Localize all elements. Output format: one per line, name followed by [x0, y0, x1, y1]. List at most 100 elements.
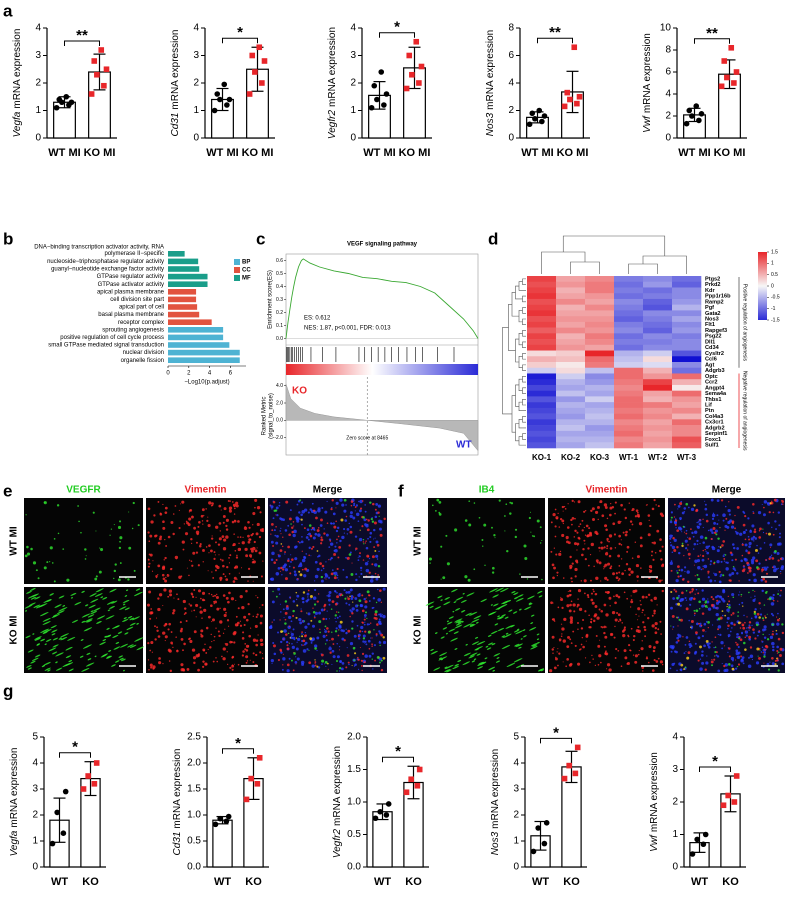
significance-label: * — [235, 735, 241, 752]
data-point — [56, 96, 63, 103]
stain — [327, 668, 329, 670]
heatmap-cell — [672, 413, 702, 420]
stain — [702, 526, 704, 529]
stain — [57, 532, 60, 535]
stain — [771, 566, 774, 569]
stain — [333, 552, 337, 556]
stain — [304, 625, 308, 629]
stain — [378, 589, 382, 593]
stain — [164, 506, 168, 510]
stain — [463, 652, 471, 657]
micrograph — [146, 498, 265, 584]
stain — [634, 660, 638, 664]
y-tick-label: 8 — [508, 23, 514, 34]
stain — [176, 649, 179, 652]
stain — [515, 664, 525, 669]
heatmap-cell — [672, 339, 702, 346]
stain — [225, 524, 228, 528]
stain — [375, 540, 379, 544]
stain — [319, 562, 322, 566]
heatmap-cell — [672, 281, 702, 288]
stain — [289, 597, 291, 599]
stain — [329, 646, 331, 648]
stain — [705, 550, 707, 553]
stain — [191, 595, 195, 598]
y-tick-label: 2 — [32, 810, 38, 821]
stain — [27, 649, 34, 653]
stain — [609, 605, 611, 607]
data-point — [733, 69, 740, 75]
stain — [659, 660, 664, 664]
stain — [60, 633, 69, 638]
stain — [741, 569, 745, 573]
stain — [559, 517, 563, 521]
stain — [571, 499, 574, 502]
stain — [721, 663, 723, 665]
stain — [353, 502, 356, 505]
heatmap-cell — [527, 333, 557, 340]
stain — [163, 588, 167, 592]
stain — [775, 616, 778, 618]
stain — [618, 534, 621, 538]
heatmap-cell — [556, 390, 586, 397]
stain — [604, 524, 608, 528]
stain — [345, 591, 348, 594]
stain — [89, 593, 97, 597]
stain — [554, 525, 557, 528]
y-tick-label: 1 — [672, 829, 678, 840]
heatmap-cell — [614, 419, 644, 426]
stain — [215, 593, 218, 596]
stain — [34, 636, 42, 640]
colorbar-label: 0 — [771, 283, 774, 289]
stain — [583, 579, 587, 583]
stain — [180, 503, 182, 505]
stain — [569, 564, 573, 569]
data-point — [725, 792, 731, 799]
heatmap-cell — [585, 287, 615, 294]
ranked-metric-area — [285, 383, 479, 452]
heatmap-cell — [614, 310, 644, 317]
stain — [39, 611, 49, 617]
stain — [704, 500, 706, 502]
stain — [316, 665, 319, 668]
stain — [364, 600, 368, 604]
stain — [328, 559, 330, 561]
heatmap-cell — [556, 442, 586, 449]
stain — [273, 529, 276, 532]
micrograph-background — [428, 587, 545, 673]
stain — [305, 536, 309, 539]
heatmap-cell — [614, 402, 644, 409]
stain — [221, 559, 224, 562]
stain — [501, 644, 511, 650]
stain — [373, 521, 377, 525]
stain — [698, 622, 700, 625]
stain — [637, 607, 641, 611]
data-point — [541, 113, 548, 119]
stain — [573, 610, 576, 613]
data-point — [543, 820, 550, 826]
stain — [374, 659, 376, 662]
stain — [766, 568, 768, 570]
stain — [736, 643, 739, 646]
stain — [719, 527, 721, 529]
data-point — [689, 851, 696, 857]
stain — [225, 611, 227, 614]
stain — [351, 665, 353, 667]
stain — [190, 542, 193, 545]
stain — [366, 623, 369, 626]
stain — [337, 556, 340, 559]
stain — [638, 615, 640, 617]
stain — [721, 544, 724, 547]
stain — [581, 636, 584, 639]
stain — [228, 591, 231, 595]
data-point — [256, 44, 263, 51]
stain — [193, 589, 196, 591]
stain — [364, 616, 366, 618]
stain — [577, 536, 581, 540]
stain — [676, 570, 678, 572]
stain — [288, 565, 291, 568]
stain — [280, 566, 283, 570]
stain — [339, 498, 343, 502]
stain — [298, 541, 301, 544]
stain — [514, 535, 517, 539]
